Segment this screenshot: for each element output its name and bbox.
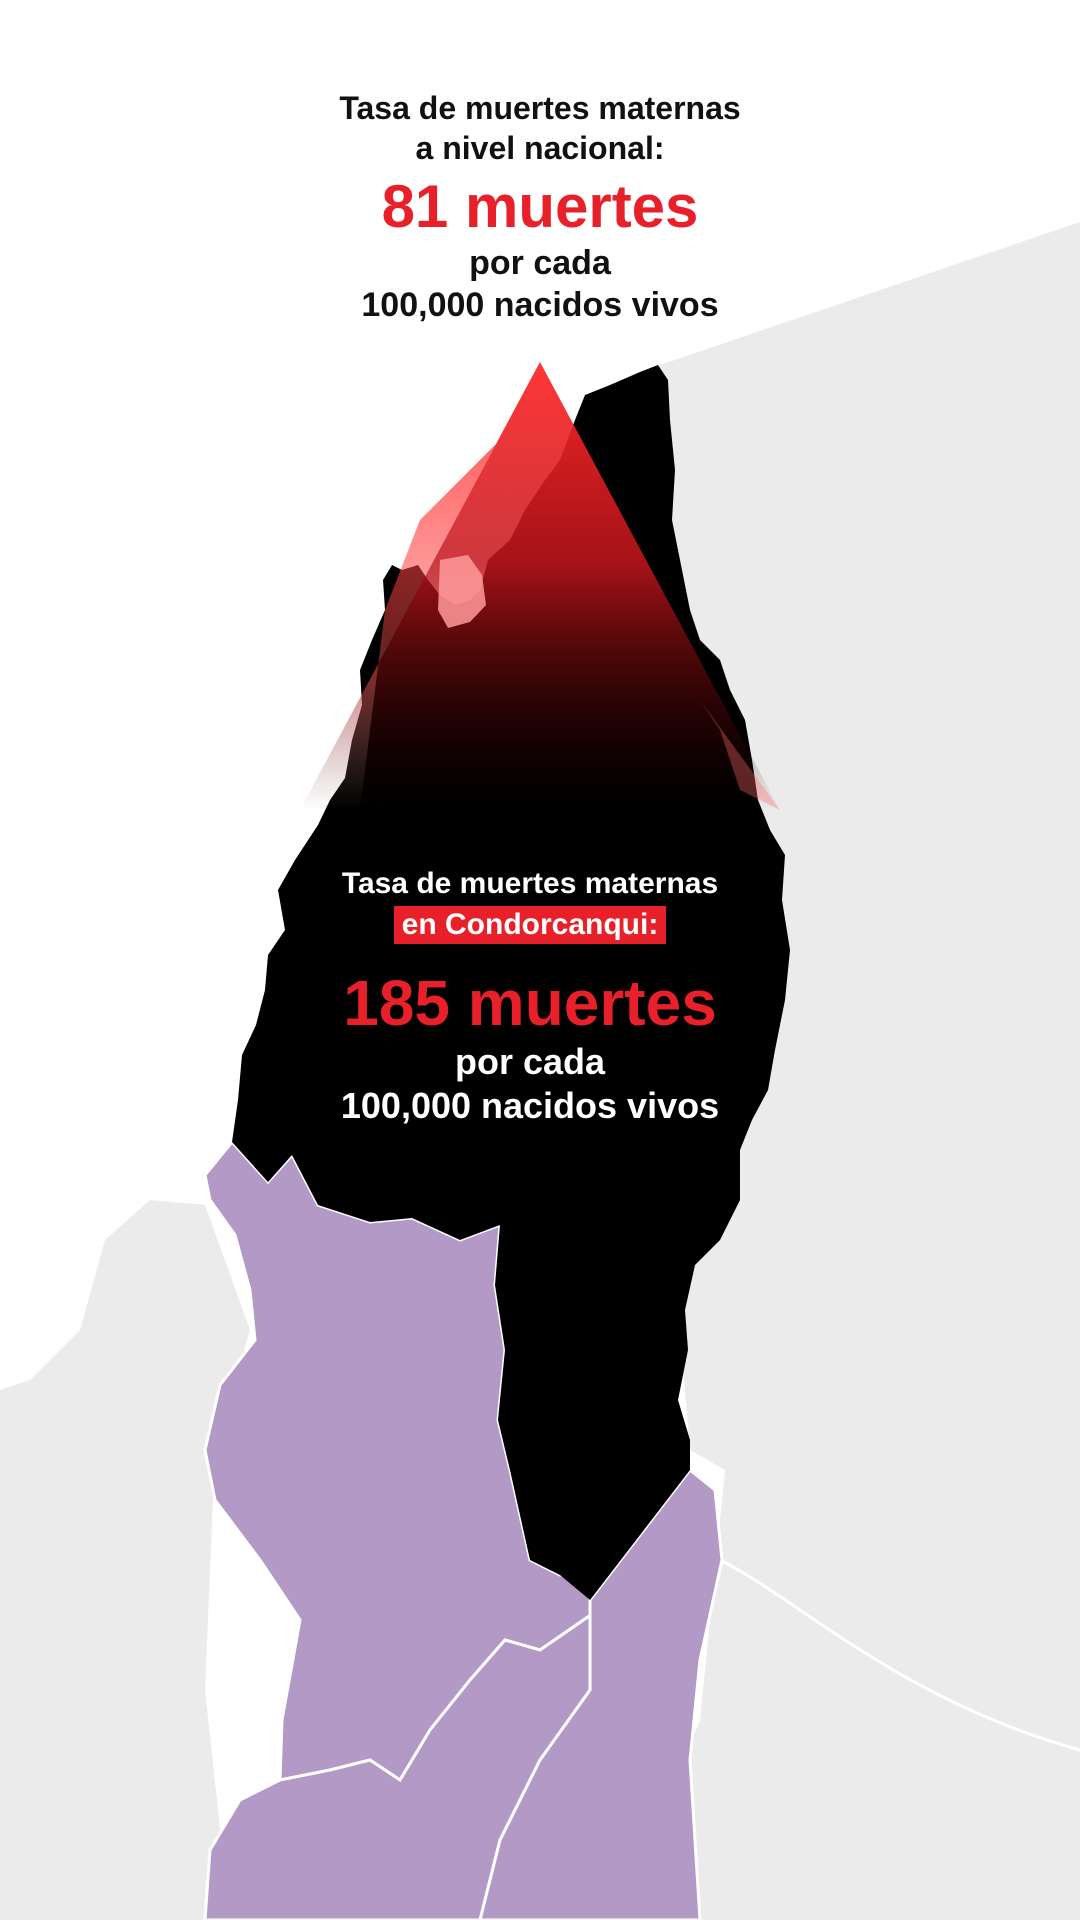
local-rate-value: 185 muertes — [343, 967, 717, 1039]
national-rate-label: Tasa de muertes maternas a nivel naciona… — [0, 88, 1080, 168]
national-label-line1: Tasa de muertes maternas — [339, 90, 741, 126]
local-rate-label: Tasa de muertes maternas — [341, 867, 719, 900]
national-rate-value: 81 muertes — [381, 173, 699, 240]
national-rate-unit: por cada 100,000 nacidos vivos — [0, 242, 1080, 326]
national-unit-line2: 100,000 nacidos vivos — [361, 286, 719, 324]
lake-shape — [438, 555, 486, 628]
highlight-cone-left — [300, 362, 540, 810]
river-line — [719, 1558, 1080, 1752]
highlight-cone-right — [700, 700, 780, 810]
local-unit-line2: 100,000 nacidos vivos — [340, 1085, 720, 1126]
national-unit-line1: por cada — [469, 244, 611, 282]
national-label-line2: a nivel nacional: — [415, 130, 665, 166]
neighbor-land-east — [620, 222, 1080, 1920]
local-unit-line1: por cada — [454, 1041, 606, 1082]
neighbor-land-west — [0, 1200, 250, 1920]
local-rate-unit: por cada 100,000 nacidos vivos — [0, 1040, 1070, 1128]
local-region-tag: en Condorcanqui: — [393, 906, 667, 944]
local-region-tag-wrap: en Condorcanqui: — [0, 906, 1070, 944]
neighbor-province-southeast — [478, 1467, 724, 1920]
highlight-cone — [300, 362, 780, 810]
